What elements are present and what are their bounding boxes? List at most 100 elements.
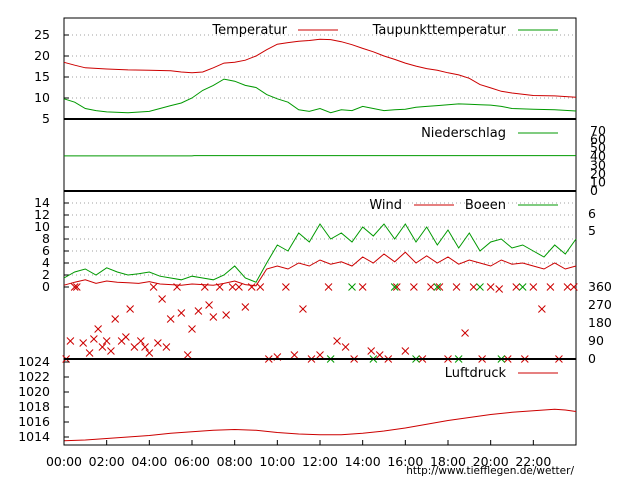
- direction-marker: [290, 351, 299, 359]
- y-tick-label-right: 270: [588, 297, 612, 312]
- y-tick-label: 14: [34, 195, 50, 210]
- direction-marker: [538, 305, 546, 313]
- credit-link[interactable]: http://www.tiefflegen.de/wetter/: [406, 465, 574, 477]
- marker-stroke: [107, 347, 115, 355]
- marker-stroke: [166, 315, 175, 323]
- y-tick-label: 4: [42, 255, 50, 270]
- legend-pressure-label: Luftdruck: [445, 366, 507, 381]
- direction-marker: [410, 283, 418, 291]
- marker-stroke: [316, 351, 324, 359]
- marker-stroke: [183, 351, 192, 359]
- marker-stroke: [290, 351, 299, 359]
- direction-marker: [512, 283, 521, 291]
- y-tick-label: 10: [34, 90, 50, 105]
- x-tick-label: 22:00: [515, 454, 551, 469]
- marker-stroke: [282, 283, 290, 291]
- marker-stroke: [205, 301, 213, 309]
- temperature-series: [63, 38, 577, 114]
- y-tick-label: 8: [42, 231, 50, 246]
- marker-stroke: [469, 283, 478, 291]
- direction-marker: [126, 305, 134, 313]
- marker-stroke: [324, 283, 333, 291]
- direction-marker: [563, 283, 572, 291]
- y-tick-label: 2: [42, 267, 50, 282]
- y-tick-label-right: 20: [590, 166, 606, 181]
- marker-stroke: [149, 283, 158, 291]
- direction-marker: [158, 295, 166, 303]
- marker-stroke: [154, 339, 162, 347]
- direction-marker: [324, 283, 333, 291]
- y-tick-label: 1018: [18, 399, 50, 414]
- marker-stroke: [538, 305, 546, 313]
- temperature-grid: [64, 34, 576, 99]
- series-line-0: [63, 38, 577, 98]
- y-tick-label-right: 6: [588, 206, 596, 221]
- marker-stroke: [433, 283, 442, 291]
- marker-stroke: [390, 283, 399, 291]
- marker-stroke: [111, 315, 120, 323]
- marker-stroke: [476, 283, 484, 291]
- marker-stroke: [70, 283, 79, 291]
- pressure-series: [63, 408, 577, 442]
- y-tick-label-right: 70: [590, 123, 606, 138]
- marker-stroke: [209, 313, 218, 321]
- direction-marker: [145, 349, 154, 357]
- marker-stroke: [461, 329, 469, 337]
- marker-stroke: [72, 283, 81, 291]
- marker-stroke: [358, 283, 367, 291]
- marker-stroke: [173, 283, 181, 291]
- precipitation-legend: Niederschlag: [421, 126, 558, 141]
- marker-stroke: [200, 283, 209, 291]
- x-tick-label: 16:00: [387, 454, 423, 469]
- marker-stroke: [177, 309, 186, 317]
- direction-marker: [476, 283, 484, 291]
- marker-stroke: [348, 283, 356, 291]
- x-tick-label: 08:00: [217, 454, 253, 469]
- direction-marker: [90, 335, 98, 343]
- marker-stroke: [435, 283, 444, 291]
- direction-marker: [111, 315, 120, 323]
- direction-marker: [162, 343, 171, 351]
- marker-stroke: [85, 349, 94, 357]
- direction-marker: [188, 325, 196, 333]
- y-tick-label-right: 50: [590, 140, 606, 155]
- direction-marker: [200, 283, 209, 291]
- direction-marker: [348, 283, 356, 291]
- marker-stroke: [79, 339, 88, 347]
- marker-stroke: [136, 337, 145, 345]
- direction-marker: [194, 307, 203, 315]
- direction-marker: [390, 283, 399, 291]
- y-tick-label-right: 180: [588, 315, 612, 330]
- legend-dewpoint-label: Taupunkttemperatur: [372, 23, 507, 38]
- direction-marker: [461, 329, 469, 337]
- y-tick-label: 5: [42, 111, 50, 126]
- marker-stroke: [570, 283, 578, 291]
- marker-stroke: [158, 295, 166, 303]
- wind-grid: [64, 202, 576, 276]
- y-tick-label: 0: [42, 279, 50, 294]
- marker-stroke: [98, 343, 107, 351]
- direction-marker: [529, 283, 538, 291]
- marker-stroke: [410, 283, 418, 291]
- marker-stroke: [256, 283, 265, 291]
- marker-stroke: [375, 351, 384, 359]
- direction-marker: [341, 343, 350, 351]
- direction-marker: [166, 315, 175, 323]
- y-tick-label-right: 30: [590, 157, 606, 172]
- marker-stroke: [401, 347, 410, 355]
- direction-marker: [72, 283, 81, 291]
- y-tick-label-right: 360: [588, 279, 612, 294]
- marker-stroke: [122, 333, 130, 341]
- y-tick-label: 15: [34, 69, 50, 84]
- y-tick-label: 1014: [18, 429, 50, 444]
- direction-marker: [183, 351, 192, 359]
- direction-marker: [66, 337, 75, 345]
- y-tick-label: 10: [34, 219, 50, 234]
- direction-marker: [79, 339, 88, 347]
- marker-stroke: [486, 283, 495, 291]
- direction-marker: [299, 305, 307, 313]
